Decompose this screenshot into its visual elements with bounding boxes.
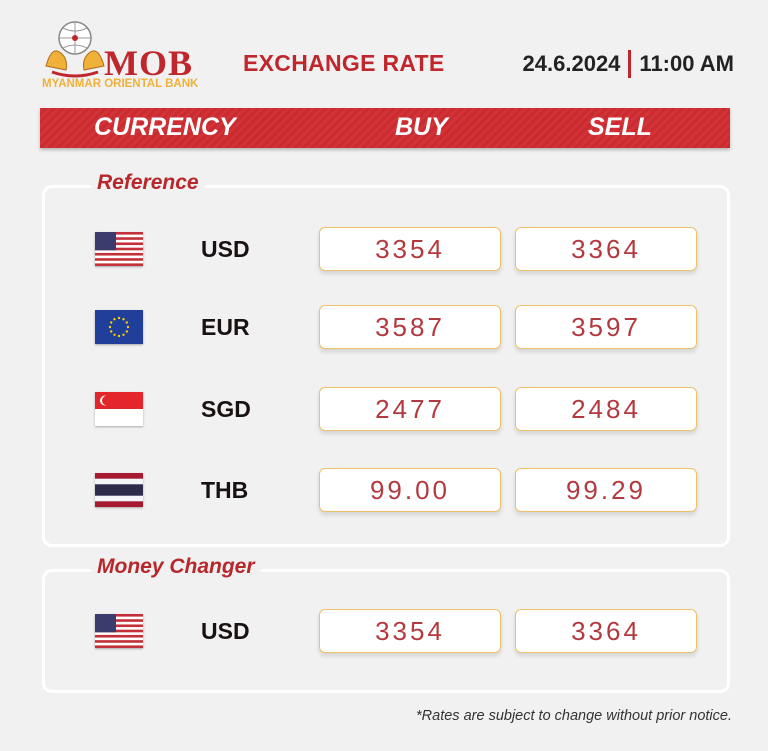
divider — [628, 50, 632, 78]
rate-row: EUR 3587 3597 — [45, 305, 727, 349]
eu-flag-icon — [95, 310, 143, 344]
column-currency: CURRENCY — [94, 113, 236, 141]
date: 24.6.2024 — [522, 51, 621, 76]
sell-rate: 99.29 — [515, 468, 697, 512]
bank-logo: MOB MYANMAR ORIENTAL BANK — [40, 14, 200, 104]
globe-lions-emblem-icon — [45, 21, 105, 78]
currency-code: EUR — [201, 314, 250, 340]
buy-rate: 3354 — [319, 609, 501, 653]
us-flag-icon — [95, 614, 143, 648]
section-title: Reference — [91, 171, 205, 195]
buy-rate: 3354 — [319, 227, 501, 271]
rate-row: THB 99.00 99.29 — [45, 468, 727, 512]
page-title: EXCHANGE RATE — [243, 50, 445, 76]
sg-flag-icon — [95, 392, 143, 426]
bank-name: MYANMAR ORIENTAL BANK — [42, 78, 199, 90]
currency-code: USD — [201, 618, 250, 644]
sell-rate: 2484 — [515, 387, 697, 431]
column-buy: BUY — [395, 113, 448, 141]
date-time: 24.6.2024 11:00 AM — [523, 50, 734, 78]
section-reference: Reference USD 3354 3364 EUR 3587 3597 SG… — [42, 171, 730, 547]
buy-rate: 2477 — [319, 387, 501, 431]
us-flag-icon — [95, 232, 143, 266]
sell-rate: 3364 — [515, 227, 697, 271]
rate-row: USD 3354 3364 — [45, 227, 727, 271]
section-title: Money Changer — [91, 555, 261, 579]
logo-wordmark: MOB — [104, 43, 193, 83]
time: 11:00 AM — [639, 51, 734, 76]
currency-code: SGD — [201, 396, 251, 422]
disclaimer: *Rates are subject to change without pri… — [416, 708, 732, 724]
th-flag-icon — [95, 473, 143, 507]
buy-rate: 99.00 — [319, 468, 501, 512]
currency-code: USD — [201, 236, 250, 262]
sell-rate: 3597 — [515, 305, 697, 349]
column-sell: SELL — [588, 113, 652, 141]
sell-rate: 3364 — [515, 609, 697, 653]
currency-code: THB — [201, 477, 249, 503]
rate-row: USD 3354 3364 — [45, 609, 727, 653]
section-money-changer: Money Changer USD 3354 3364 — [42, 555, 730, 693]
column-header-bar: CURRENCY BUY SELL — [40, 108, 730, 148]
rate-row: SGD 2477 2484 — [45, 387, 727, 431]
buy-rate: 3587 — [319, 305, 501, 349]
